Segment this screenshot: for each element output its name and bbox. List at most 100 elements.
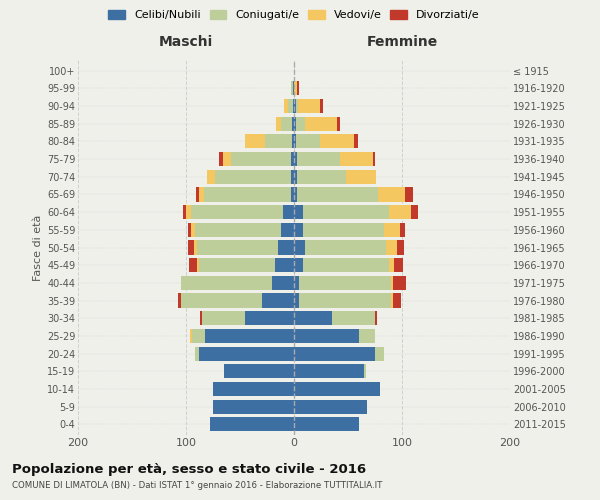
Bar bbox=[189, 258, 197, 272]
Bar bbox=[294, 311, 332, 326]
Bar bbox=[178, 294, 181, 308]
Bar bbox=[378, 188, 405, 202]
Bar bbox=[181, 294, 262, 308]
Text: Popolazione per età, sesso e stato civile - 2016: Popolazione per età, sesso e stato civil… bbox=[12, 462, 366, 475]
Bar bbox=[215, 170, 291, 184]
Bar bbox=[373, 152, 375, 166]
Bar bbox=[265, 134, 292, 148]
Bar bbox=[355, 134, 358, 148]
Bar bbox=[292, 134, 294, 148]
Bar bbox=[397, 240, 404, 254]
Bar bbox=[181, 276, 272, 290]
Legend: Celibi/Nubili, Coniugati/e, Vedovi/e, Divorziati/e: Celibi/Nubili, Coniugati/e, Vedovi/e, Di… bbox=[104, 6, 484, 25]
Bar bbox=[210, 418, 294, 432]
Bar bbox=[199, 346, 294, 360]
Bar bbox=[291, 188, 294, 202]
Bar bbox=[297, 152, 340, 166]
Bar bbox=[275, 258, 294, 272]
Bar bbox=[405, 188, 413, 202]
Bar bbox=[320, 99, 323, 113]
Bar bbox=[298, 99, 320, 113]
Bar bbox=[340, 152, 373, 166]
Bar bbox=[305, 116, 337, 131]
Bar bbox=[400, 222, 405, 237]
Bar bbox=[294, 276, 299, 290]
Bar bbox=[294, 170, 297, 184]
Bar bbox=[191, 205, 283, 219]
Bar bbox=[294, 294, 299, 308]
Bar bbox=[205, 188, 291, 202]
Bar bbox=[200, 311, 202, 326]
Bar bbox=[410, 205, 418, 219]
Bar bbox=[294, 382, 380, 396]
Bar bbox=[245, 311, 294, 326]
Text: COMUNE DI LIMATOLA (BN) - Dati ISTAT 1° gennaio 2016 - Elaborazione TUTTITALIA.I: COMUNE DI LIMATOLA (BN) - Dati ISTAT 1° … bbox=[12, 481, 382, 490]
Bar bbox=[272, 276, 294, 290]
Bar bbox=[245, 134, 265, 148]
Bar bbox=[294, 258, 302, 272]
Bar bbox=[389, 258, 394, 272]
Bar bbox=[294, 134, 296, 148]
Bar bbox=[287, 99, 293, 113]
Bar bbox=[205, 329, 294, 343]
Bar bbox=[375, 311, 377, 326]
Bar bbox=[337, 116, 340, 131]
Bar bbox=[294, 116, 296, 131]
Y-axis label: Fasce di età: Fasce di età bbox=[32, 214, 43, 280]
Bar bbox=[346, 170, 376, 184]
Bar bbox=[188, 222, 191, 237]
Bar bbox=[194, 240, 197, 254]
Bar bbox=[232, 152, 291, 166]
Bar bbox=[281, 222, 294, 237]
Text: Maschi: Maschi bbox=[159, 36, 213, 50]
Bar bbox=[224, 364, 294, 378]
Bar bbox=[394, 294, 401, 308]
Bar bbox=[294, 329, 359, 343]
Bar bbox=[299, 294, 391, 308]
Bar bbox=[213, 382, 294, 396]
Bar bbox=[296, 116, 305, 131]
Bar bbox=[297, 188, 378, 202]
Bar bbox=[296, 134, 320, 148]
Bar bbox=[375, 346, 383, 360]
Bar bbox=[262, 294, 294, 308]
Bar bbox=[386, 240, 397, 254]
Bar bbox=[206, 170, 215, 184]
Bar bbox=[294, 418, 359, 432]
Bar bbox=[359, 329, 375, 343]
Bar bbox=[291, 81, 293, 96]
Bar bbox=[283, 205, 294, 219]
Bar bbox=[294, 205, 302, 219]
Bar bbox=[394, 258, 403, 272]
Bar bbox=[196, 188, 199, 202]
Bar bbox=[223, 152, 232, 166]
Bar bbox=[194, 346, 199, 360]
Bar bbox=[294, 400, 367, 414]
Bar bbox=[299, 276, 391, 290]
Bar bbox=[294, 240, 305, 254]
Bar bbox=[186, 205, 191, 219]
Bar bbox=[197, 240, 278, 254]
Bar bbox=[194, 222, 281, 237]
Bar bbox=[220, 152, 223, 166]
Bar bbox=[394, 276, 406, 290]
Bar bbox=[275, 116, 281, 131]
Bar bbox=[213, 400, 294, 414]
Bar bbox=[297, 170, 346, 184]
Bar bbox=[320, 134, 355, 148]
Bar bbox=[199, 258, 275, 272]
Bar bbox=[296, 99, 298, 113]
Bar bbox=[294, 188, 297, 202]
Bar bbox=[291, 170, 294, 184]
Bar bbox=[302, 258, 389, 272]
Bar bbox=[191, 222, 194, 237]
Bar bbox=[383, 222, 400, 237]
Bar bbox=[294, 364, 364, 378]
Bar bbox=[293, 99, 294, 113]
Bar bbox=[293, 81, 294, 96]
Bar bbox=[332, 311, 375, 326]
Bar bbox=[190, 329, 193, 343]
Bar bbox=[297, 81, 299, 96]
Bar bbox=[291, 152, 294, 166]
Bar bbox=[199, 188, 205, 202]
